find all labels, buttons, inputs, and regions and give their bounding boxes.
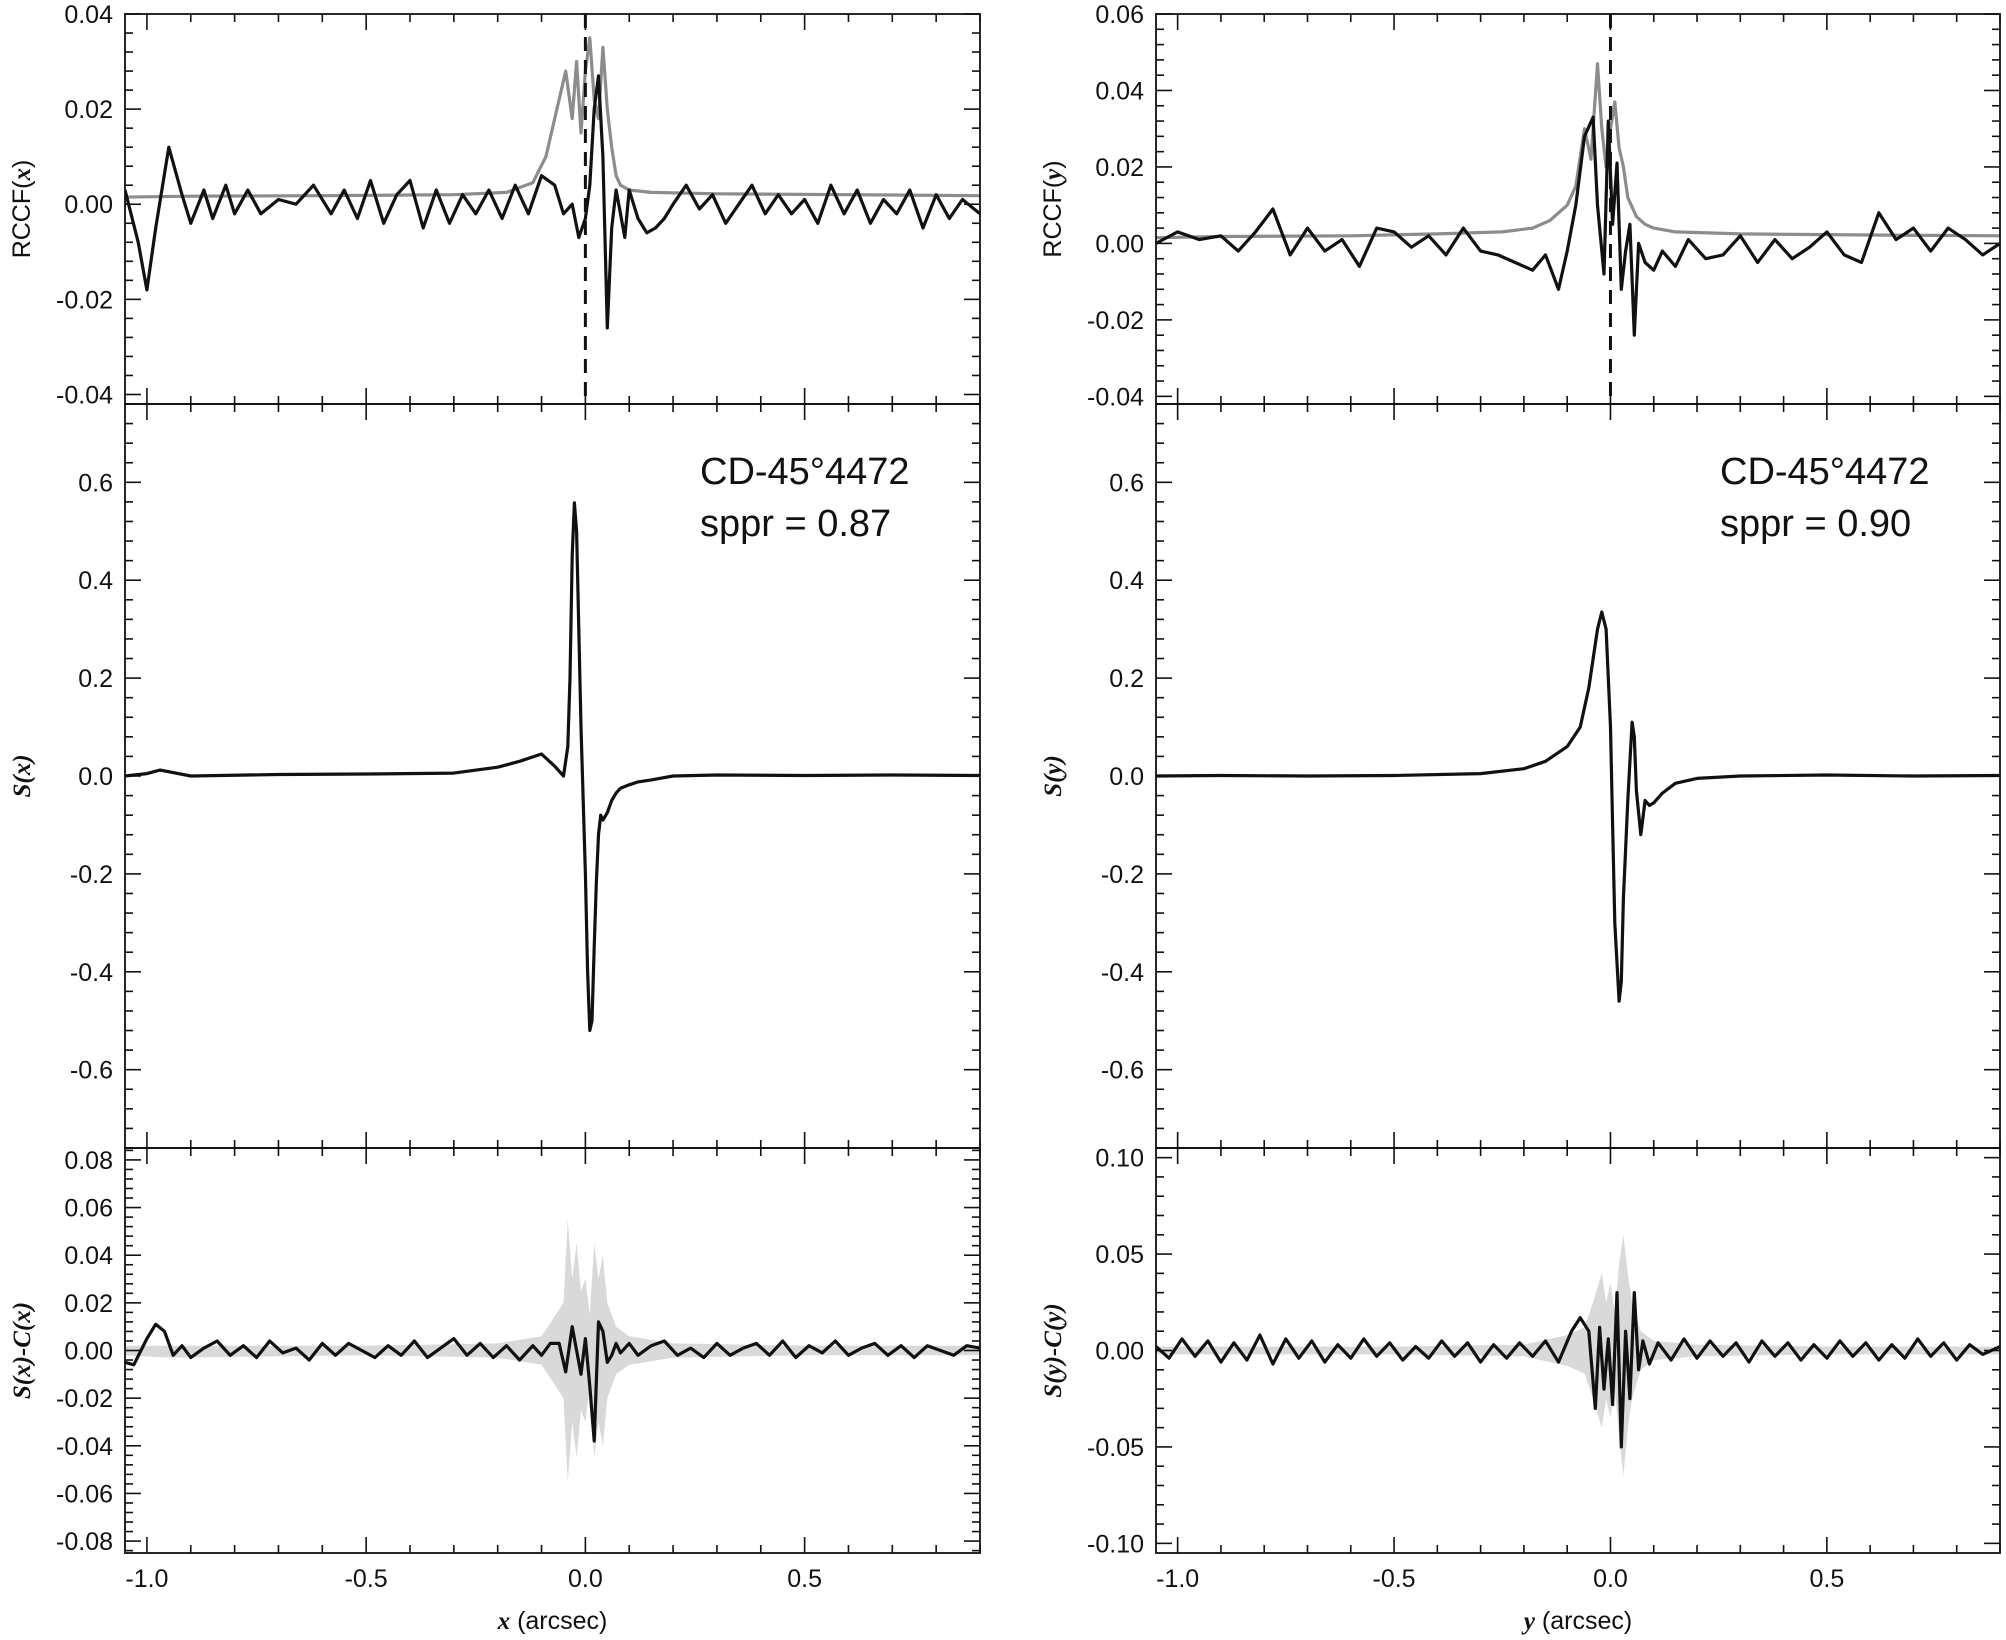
x-tick-label: -0.5 xyxy=(1373,1565,1416,1593)
x-tick-label: -1.0 xyxy=(125,1565,168,1593)
y-axis-label: RCCF(x) xyxy=(8,160,36,259)
y-tick-label: -0.06 xyxy=(56,1480,113,1508)
y-tick-label: 0.05 xyxy=(1095,1241,1144,1269)
y-tick-label: 0.10 xyxy=(1095,1145,1144,1173)
panel-rccf-x: -0.04 -0.02 0.00 0.02 0.04 RCCF(x) xyxy=(8,1,981,409)
y-tick-label: 0.0 xyxy=(1109,763,1144,791)
y-tick-label: -0.04 xyxy=(1087,383,1144,411)
y-axis-label: S(y) xyxy=(1040,755,1067,797)
annotation-text: CD-45°4472 xyxy=(700,451,910,493)
panel-rccf-y: -0.04 -0.02 0.00 0.02 0.04 0.06 RCCF(y) xyxy=(1039,1,2001,411)
y-tick-label: -0.10 xyxy=(1087,1530,1144,1558)
y-axis-label: S(x)-C(x) xyxy=(9,1302,36,1399)
y-tick-label: 0.00 xyxy=(1095,1338,1144,1366)
series-line-0 xyxy=(125,36,980,199)
x-axis-label: y (arcsec) xyxy=(1521,1607,1632,1635)
y-tick-label: 0.2 xyxy=(1109,665,1144,693)
series-line-0 xyxy=(125,1320,980,1443)
y-tick-label: 0.08 xyxy=(64,1147,113,1175)
x-tick-label: -1.0 xyxy=(1156,1565,1199,1593)
y-tick-label: -0.02 xyxy=(56,1385,113,1413)
x-tick-label: 0.5 xyxy=(787,1565,822,1593)
y-tick-label: 0.0 xyxy=(78,763,113,791)
y-tick-label: 0.06 xyxy=(1095,1,1144,29)
y-tick-label: -0.2 xyxy=(70,861,113,889)
y-tick-label: 0.04 xyxy=(64,1,113,29)
y-tick-label: 0.06 xyxy=(64,1195,113,1223)
panel-res-x: -0.08 -0.06 -0.04 -0.02 0.00 0.02 0.04 0.06 0.08… xyxy=(9,1147,981,1635)
x-tick-label: 0.0 xyxy=(1593,1565,1628,1593)
y-tick-label: 0.02 xyxy=(64,96,113,124)
y-axis-label: S(y)-C(y) xyxy=(1040,1303,1067,1397)
y-tick-label: -0.05 xyxy=(1087,1434,1144,1462)
series-line-0 xyxy=(1156,610,2000,1003)
y-tick-label: 0.04 xyxy=(1095,77,1144,105)
y-tick-label: 0.02 xyxy=(64,1290,113,1318)
panel-s-y: -0.6 -0.4 -0.2 0.0 0.2 0.4 0.6 S(y) CD-45°4472 sp… xyxy=(1040,403,2001,1149)
annotation-text: sppr = 0.90 xyxy=(1720,503,1911,545)
y-axis-label: S(x) xyxy=(9,754,36,797)
x-axis-label: x (arcsec) xyxy=(497,1607,608,1635)
y-tick-label: -0.4 xyxy=(1101,959,1144,987)
y-tick-label: -0.02 xyxy=(1087,307,1144,335)
series-line-1 xyxy=(125,74,980,330)
panel-s-x: -0.6 -0.4 -0.2 0.0 0.2 0.4 0.6 S(x) CD-45°4472 sp… xyxy=(9,403,981,1149)
series-line-0 xyxy=(125,501,980,1033)
y-tick-label: 0.04 xyxy=(64,1242,113,1270)
y-tick-label: 0.6 xyxy=(1109,469,1144,497)
y-tick-label: 0.6 xyxy=(78,469,113,497)
y-axis-label: RCCF(y) xyxy=(1039,160,1067,257)
panel-res-y: -0.10 -0.05 0.00 0.05 0.10 -1.0 -0.5 0.0 0.5 y (a… xyxy=(1040,1145,2001,1635)
series-line-0 xyxy=(1156,62,2000,240)
y-tick-label: -0.02 xyxy=(56,286,113,314)
y-tick-label: -0.6 xyxy=(1101,1057,1144,1085)
x-tick-label: 0.5 xyxy=(1809,1565,1844,1593)
y-tick-label: 0.00 xyxy=(64,191,113,219)
x-tick-label: -0.5 xyxy=(345,1565,388,1593)
uncertainty-band xyxy=(1156,1234,2000,1476)
annotation-text: CD-45°4472 xyxy=(1720,451,1930,493)
y-tick-label: -0.04 xyxy=(56,381,113,409)
uncertainty-band xyxy=(125,1219,980,1482)
y-tick-label: -0.08 xyxy=(56,1528,113,1556)
y-tick-label: 0.00 xyxy=(64,1338,113,1366)
y-tick-label: -0.4 xyxy=(70,959,113,987)
annotation-text: sppr = 0.87 xyxy=(700,503,891,545)
y-tick-label: -0.04 xyxy=(56,1433,113,1461)
y-tick-label: 0.4 xyxy=(78,567,113,595)
y-tick-label: 0.00 xyxy=(1095,230,1144,258)
y-tick-label: -0.2 xyxy=(1101,861,1144,889)
y-tick-label: 0.02 xyxy=(1095,154,1144,182)
plot-frame xyxy=(124,13,981,405)
y-tick-label: -0.6 xyxy=(70,1057,113,1085)
y-tick-label: 0.4 xyxy=(1109,567,1144,595)
x-tick-label: 0.0 xyxy=(568,1565,603,1593)
series-line-0 xyxy=(1156,1291,2000,1449)
plot-frame xyxy=(1155,13,2001,405)
series-line-1 xyxy=(1156,115,2000,337)
y-tick-label: 0.2 xyxy=(78,665,113,693)
